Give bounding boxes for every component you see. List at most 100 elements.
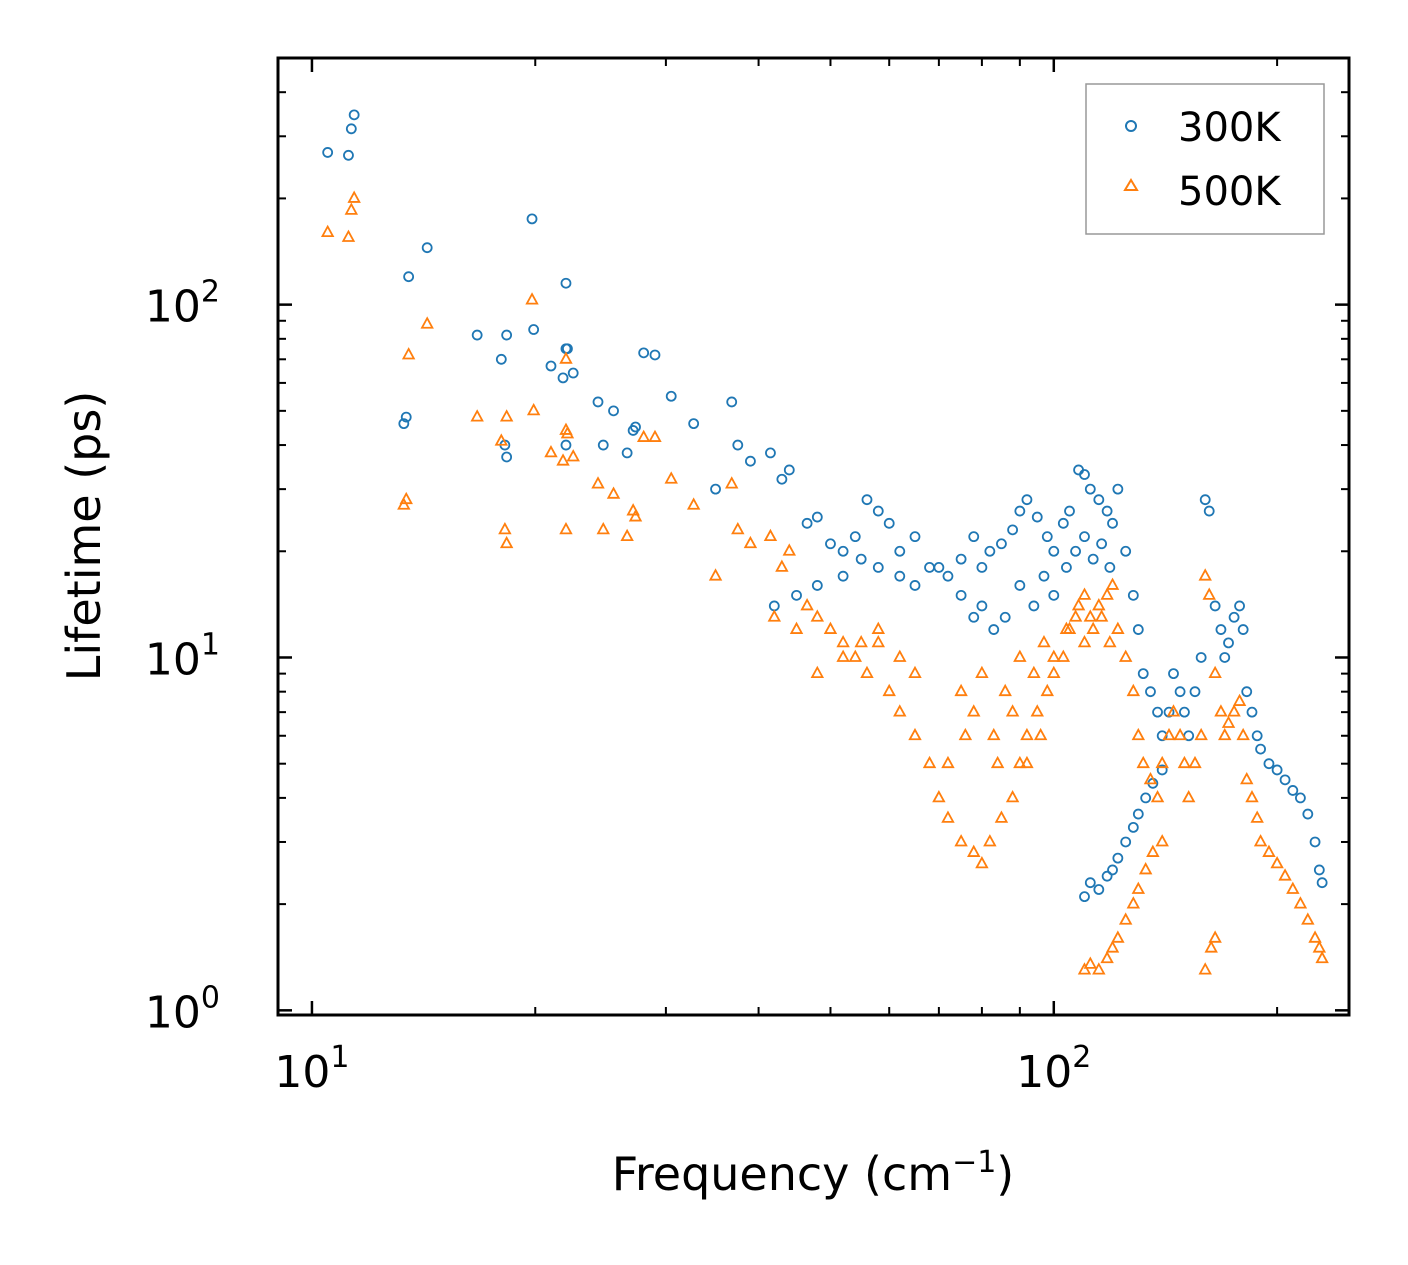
data-point-500K: [975, 665, 989, 679]
data-point-300K: [1087, 553, 1099, 565]
data-point-300K: [1127, 589, 1139, 601]
data-point-500K: [1146, 844, 1160, 857]
data-point-500K: [954, 834, 968, 847]
data-point-300K: [1028, 600, 1040, 612]
data-point-500K: [724, 476, 739, 489]
data-point-500K: [1005, 790, 1020, 803]
data-point-300K: [999, 611, 1011, 623]
legend-label-300k: 300K: [1178, 105, 1282, 151]
data-point-500K: [967, 844, 981, 857]
data-point-300K: [837, 570, 849, 582]
data-point-500K: [1118, 912, 1133, 925]
data-point-300K: [710, 483, 721, 495]
data-point-300K: [1127, 821, 1139, 833]
data-point-500K: [1143, 771, 1158, 785]
data-point-300K: [528, 324, 540, 335]
data-point-300K: [1048, 545, 1060, 557]
data-point-500K: [1136, 755, 1150, 769]
data-point-300K: [1223, 637, 1234, 649]
data-point-300K: [1189, 686, 1201, 698]
data-point-500K: [1162, 727, 1176, 741]
data-point-300K: [1007, 524, 1019, 536]
data-point-500K: [1020, 727, 1034, 741]
data-point-300K: [1234, 600, 1245, 612]
data-point-300K: [1309, 836, 1321, 848]
data-point-500K: [1100, 950, 1114, 964]
data-point-500K: [1027, 665, 1041, 679]
data-point-500K: [998, 683, 1012, 697]
data-point-300K: [883, 517, 895, 529]
data-point-500K: [341, 229, 356, 242]
data-point-300K: [1021, 494, 1033, 506]
data-point-500K: [606, 486, 621, 499]
x-axis-label: Frequency (cm−1): [612, 1145, 1015, 1201]
data-point-500K: [1111, 621, 1125, 634]
data-point-300K: [1287, 785, 1299, 796]
data-point-300K: [825, 538, 836, 550]
data-point-500K: [1315, 950, 1329, 964]
data-point-300K: [861, 494, 873, 506]
data-point-300K: [1145, 686, 1156, 698]
data-point-500K: [1013, 649, 1027, 662]
data-point-300K: [955, 589, 967, 601]
data-point-500K: [990, 755, 1005, 769]
data-point-300K: [801, 517, 813, 529]
data-point-500K: [525, 292, 539, 305]
data-point-500K: [1278, 868, 1292, 881]
data-point-300K: [562, 343, 573, 355]
data-point-500K: [1083, 609, 1098, 622]
data-point-300K: [1152, 706, 1163, 718]
legend-marker-300k: [1125, 120, 1137, 132]
data-point-300K: [592, 396, 604, 408]
data-point-300K: [560, 439, 572, 451]
data-point-300K: [726, 396, 738, 408]
data-point-500K: [344, 202, 359, 215]
data-point-500K: [941, 755, 955, 769]
data-point-300K: [638, 347, 650, 359]
data-point-300K: [837, 545, 849, 557]
data-point-300K: [1120, 545, 1132, 557]
data-point-500K: [1131, 881, 1146, 894]
data-point-500K: [1250, 810, 1264, 823]
data-point-300K: [1174, 686, 1186, 698]
data-point-500K: [1286, 881, 1300, 894]
data-point-300K: [1093, 884, 1105, 895]
data-point-500K: [420, 316, 434, 329]
data-point-500K: [1047, 665, 1061, 679]
data-point-300K: [1038, 570, 1050, 582]
data-point-500K: [941, 810, 955, 823]
data-point-500K: [1155, 755, 1169, 769]
data-point-300K: [968, 531, 980, 543]
data-point-500K: [848, 649, 862, 662]
data-point-500K: [1047, 649, 1061, 662]
data-point-300K: [649, 349, 661, 361]
data-point-500K: [1020, 755, 1034, 769]
data-point-300K: [1302, 808, 1314, 820]
data-point-300K: [872, 562, 884, 573]
data-point-300K: [545, 360, 557, 372]
data-point-300K: [1168, 668, 1179, 680]
data-point-500K: [1204, 940, 1218, 953]
data-point-500K: [1173, 727, 1187, 741]
data-point-300K: [348, 109, 360, 121]
data-point-500K: [1150, 790, 1165, 803]
data-point-300K: [909, 531, 921, 543]
data-point-300K: [976, 600, 988, 612]
data-point-500K: [708, 568, 723, 581]
data-point-500K: [1301, 912, 1315, 925]
data-point-500K: [1126, 896, 1141, 909]
data-point-500K: [975, 856, 989, 869]
data-point-500K: [1030, 704, 1044, 717]
data-point-500K: [1181, 790, 1196, 803]
data-point-500K: [1208, 665, 1222, 679]
data-point-500K: [1111, 930, 1125, 943]
data-point-500K: [1094, 609, 1109, 622]
data-point-300K: [745, 455, 756, 467]
data-point-300K: [894, 545, 906, 557]
data-point-500K: [648, 429, 662, 442]
data-point-300K: [811, 511, 823, 523]
data-point-500K: [1262, 844, 1276, 857]
data-point-300K: [732, 439, 744, 451]
data-point-300K: [403, 271, 415, 283]
data-point-300K: [942, 570, 954, 582]
